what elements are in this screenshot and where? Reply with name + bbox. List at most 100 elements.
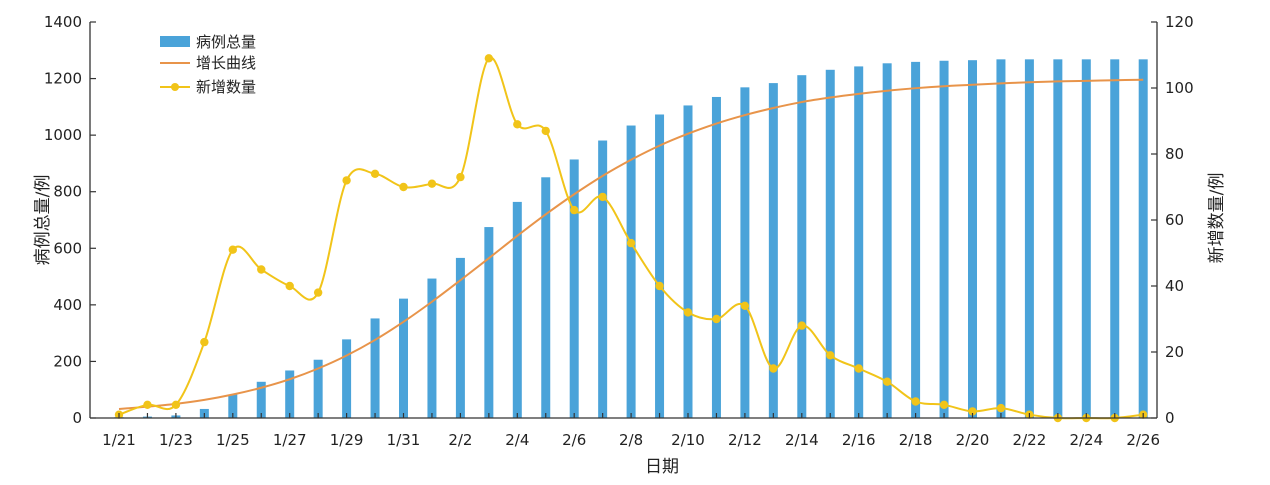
x-tick-label: 1/25: [216, 431, 250, 449]
new-cases-point-2-1: [427, 179, 437, 188]
right-y-tick-label: 120: [1165, 13, 1194, 31]
new-cases-point-2-13: [769, 364, 778, 373]
left-y-tick-label: 1000: [44, 126, 82, 144]
growth-curve-line: [118, 78, 1144, 410]
new-cases-point-2-19: [939, 400, 949, 409]
x-tick-label: 2/24: [1069, 431, 1103, 449]
right-y-axis-title: 新增数量/例: [1207, 173, 1227, 264]
new-cases-point-1-24: [200, 337, 209, 347]
bar-2-11: [711, 96, 721, 419]
bar-2-3: [484, 227, 494, 418]
x-tick-label: 2/4: [505, 431, 529, 449]
x-tick-label: 1/23: [159, 431, 193, 449]
x-tick-label: 2/26: [1126, 431, 1160, 449]
ticks-layer: 0 200 400 600 800 1000 1200 1400 0 20 40 60 80 100 120…: [44, 13, 1194, 449]
bar-2-18: [911, 61, 921, 418]
bar-2-15: [825, 69, 835, 419]
new-cases-point-2-20: [968, 407, 977, 416]
right-y-tick-label: 100: [1165, 79, 1194, 97]
new-cases-point-2-5: [541, 126, 550, 136]
left-y-tick-label: 1200: [44, 70, 82, 88]
new-cases-point-2-14: [797, 321, 806, 330]
x-tick-label: 1/29: [330, 431, 364, 449]
bar-2-26: [1138, 59, 1148, 419]
right-y-tick-label: 40: [1165, 277, 1184, 295]
bar-2-1: [427, 278, 437, 418]
bar-2-10: [683, 105, 693, 418]
new-cases-point-2-7: [598, 192, 607, 202]
x-tick-label: 2/22: [1013, 431, 1047, 449]
bar-2-25: [1110, 59, 1120, 419]
legend: 病例总量 增长曲线 新增数量: [160, 33, 256, 96]
right-y-tick-label: 20: [1165, 343, 1184, 361]
bar-1-29: [342, 339, 352, 418]
bar-2-24: [1081, 59, 1091, 419]
bars-layer: [114, 59, 1148, 419]
bar-2-12: [740, 87, 750, 418]
right-y-tick-label: 80: [1165, 145, 1184, 163]
new-cases-point-2-21: [996, 403, 1006, 413]
new-cases-point-2-2: [456, 172, 465, 182]
bar-2-14: [797, 75, 807, 419]
new-cases-point-2-12: [740, 301, 750, 310]
bar-2-13: [768, 83, 778, 418]
bar-2-17: [882, 63, 892, 419]
x-tick-label: 1/21: [102, 431, 136, 449]
bar-1-30: [370, 318, 380, 418]
new-cases-point-1-25: [228, 245, 237, 254]
new-cases-point-2-17: [882, 377, 892, 386]
right-y-tick-label: 0: [1165, 409, 1175, 427]
new-cases-point-1-28: [313, 288, 323, 297]
bar-2-21: [996, 59, 1006, 419]
x-tick-label: 1/27: [273, 431, 307, 449]
bar-2-4: [512, 201, 522, 418]
left-y-tick-label: 400: [53, 296, 82, 314]
new-cases-point-1-27: [285, 281, 294, 291]
bar-2-8: [626, 125, 636, 418]
new-cases-point-2-8: [626, 238, 636, 248]
new-cases-point-1-31: [399, 182, 408, 192]
x-tick-label: 2/6: [562, 431, 586, 449]
left-y-tick-label: 200: [53, 352, 82, 370]
right-y-tick-label: 60: [1165, 211, 1184, 229]
new-cases-layer: [114, 54, 1148, 423]
legend-label-total: 病例总量: [196, 33, 256, 51]
bar-2-16: [854, 66, 864, 418]
legend-new-marker: [171, 83, 179, 91]
x-tick-label: 2/10: [671, 431, 705, 449]
left-y-axis-title: 病例总量/例: [33, 175, 53, 266]
growth-curve-layer: [118, 78, 1144, 410]
x-tick-label: 2/20: [956, 431, 990, 449]
bar-2-9: [655, 114, 665, 419]
x-tick-label: 2/8: [619, 431, 643, 449]
new-cases-point-2-4: [513, 120, 522, 129]
new-cases-point-1-26: [257, 265, 266, 274]
x-tick-label: 2/2: [448, 431, 472, 449]
bar-1-27: [285, 370, 295, 418]
new-cases-point-2-3: [484, 54, 494, 63]
left-y-tick-label: 0: [72, 409, 82, 427]
bar-2-2: [455, 257, 465, 418]
new-cases-point-2-18: [911, 397, 920, 406]
new-cases-point-1-22: [143, 400, 152, 409]
new-cases-point-1-29: [342, 176, 351, 185]
bar-2-19: [939, 60, 949, 418]
x-axis-title: 日期: [645, 457, 679, 477]
x-tick-label: 2/16: [842, 431, 876, 449]
x-tick-label: 2/12: [728, 431, 762, 449]
bar-2-6: [569, 159, 579, 418]
new-cases-point-2-16: [854, 364, 863, 373]
bar-2-22: [1024, 59, 1034, 419]
bar-2-23: [1053, 59, 1063, 419]
left-y-tick-label: 1400: [44, 13, 82, 31]
new-cases-point-1-23: [171, 400, 181, 409]
x-tick-label: 2/18: [899, 431, 933, 449]
bar-2-20: [968, 60, 977, 418]
new-cases-point-1-30: [370, 169, 380, 178]
left-y-tick-label: 800: [53, 183, 82, 201]
new-cases-point-2-9: [655, 281, 664, 291]
bar-1-28: [313, 359, 323, 418]
bar-1-31: [399, 298, 408, 418]
